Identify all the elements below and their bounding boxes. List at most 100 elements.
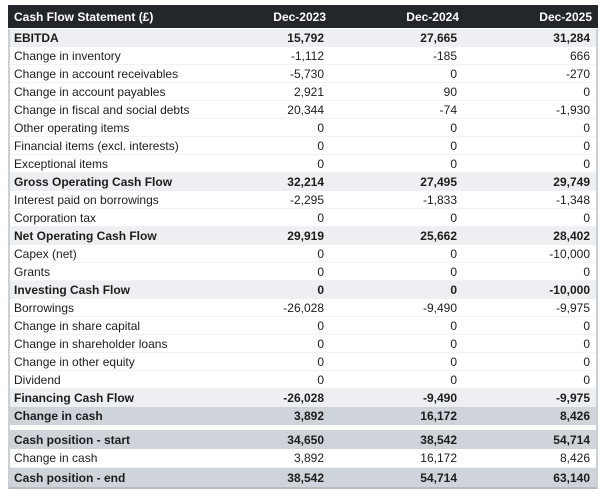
table-body: EBITDA 15,792 27,665 31,284 Change in invent… — [8, 29, 598, 489]
value-cell: 90 — [443, 84, 457, 99]
row-label-cell: Cash position - end — [14, 470, 126, 485]
value-cell: -10,000 — [549, 283, 590, 297]
value-cell: 0 — [450, 138, 457, 153]
column-header-dec-2023: Dec-2023 — [273, 9, 326, 24]
value-cell: 38,542 — [420, 432, 457, 447]
value-cell: 0 — [317, 120, 324, 135]
value-cell: -1,930 — [555, 102, 590, 117]
value-cell: 16,172 — [420, 451, 457, 465]
table-header-row: Cash Flow Statement (£) Dec-2023 Dec-202… — [8, 5, 598, 28]
row-label-cell: Borrowings — [14, 300, 75, 315]
column-header-dec-2025: Dec-2025 — [539, 9, 592, 24]
value-cell: 0 — [583, 156, 590, 171]
table-row: Cash position - start 34,650 38,542 54,714 — [10, 430, 596, 449]
table-row: Corporation tax 0 0 0 — [10, 209, 596, 227]
value-cell: 0 — [450, 283, 457, 297]
row-label-cell: Change in share capital — [14, 318, 141, 333]
value-cell: -9,975 — [555, 391, 590, 405]
value-cell: 3,892 — [293, 451, 324, 465]
value-cell: 0 — [450, 210, 457, 225]
value-cell: -9,490 — [422, 300, 457, 315]
value-cell: -5,730 — [289, 66, 324, 81]
value-cell: 54,714 — [553, 432, 590, 447]
table-row: Change in other equity 0 0 0 — [10, 353, 596, 371]
value-cell: -2,295 — [289, 192, 324, 207]
row-label-cell: Other operating items — [14, 120, 130, 135]
value-cell: 0 — [317, 283, 324, 297]
value-cell: 29,749 — [553, 175, 590, 189]
table-row: Change in inventory -1,112 -185 666 — [10, 47, 596, 65]
row-label-cell: Dividend — [14, 372, 61, 387]
value-cell: 20,344 — [287, 102, 324, 117]
table-row: Cash position - end 38,542 54,714 63,140 — [10, 468, 596, 487]
table-row: Other operating items 0 0 0 — [10, 119, 596, 137]
value-cell: 32,214 — [287, 175, 324, 189]
value-cell: 0 — [450, 372, 457, 387]
table-row: Change in share capital 0 0 0 — [10, 317, 596, 335]
table-row: Interest paid on borrowings -2,295 -1,833 -… — [10, 191, 596, 209]
row-label-cell: Net Operating Cash Flow — [14, 229, 157, 243]
row-label-cell: Exceptional items — [14, 156, 109, 171]
table-row: Change in account receivables -5,730 0 -270 — [10, 65, 596, 83]
value-cell: 0 — [317, 318, 324, 333]
value-cell: 0 — [583, 120, 590, 135]
value-cell: 0 — [583, 336, 590, 351]
value-cell: 0 — [317, 156, 324, 171]
value-cell: -26,028 — [283, 300, 324, 315]
value-cell: 0 — [583, 372, 590, 387]
table-row: Change in account payables 2,921 90 0 — [10, 83, 596, 101]
value-cell: 38,542 — [287, 470, 324, 485]
value-cell: 0 — [450, 120, 457, 135]
value-cell: -1,112 — [290, 48, 324, 63]
value-cell: 27,495 — [420, 175, 457, 189]
value-cell: 666 — [569, 48, 590, 63]
table-row: Borrowings -26,028 -9,490 -9,975 — [10, 299, 596, 317]
value-cell: 0 — [317, 264, 324, 279]
value-cell: -1,348 — [555, 192, 590, 207]
value-cell: -270 — [565, 66, 590, 81]
table-row: Change in shareholder loans 0 0 0 — [10, 335, 596, 353]
value-cell: 8,426 — [559, 451, 590, 465]
row-label-cell: Capex (net) — [14, 246, 77, 261]
row-label-cell: Change in shareholder loans — [14, 336, 168, 351]
column-header-dec-2024: Dec-2024 — [406, 9, 459, 24]
row-label-cell: Change in inventory — [14, 48, 121, 63]
table-title-cell: Cash Flow Statement (£) — [14, 9, 154, 24]
value-cell: 63,140 — [553, 470, 590, 485]
value-cell: 0 — [450, 264, 457, 279]
row-label-cell: Change in cash — [14, 409, 103, 423]
value-cell: 0 — [317, 246, 324, 261]
table-row: Change in cash 3,892 16,172 8,426 — [10, 407, 596, 425]
table-row: Capex (net) 0 0 -10,000 — [10, 245, 596, 263]
value-cell: 34,650 — [287, 432, 324, 447]
value-cell: -9,975 — [555, 300, 590, 315]
table-row: Investing Cash Flow 0 0 -10,000 — [10, 281, 596, 299]
value-cell: 16,172 — [420, 409, 457, 423]
row-label-cell: Corporation tax — [14, 210, 97, 225]
row-label-cell: Investing Cash Flow — [14, 283, 131, 297]
row-label-cell: Financing Cash Flow — [14, 391, 135, 405]
value-cell: 8,426 — [559, 409, 590, 423]
row-label-cell: Financial items (excl. interests) — [14, 138, 179, 153]
value-cell: 0 — [450, 246, 457, 261]
value-cell: 0 — [583, 318, 590, 333]
row-label-cell: Change in account receivables — [14, 66, 179, 81]
cash-flow-statement-table: Cash Flow Statement (£) Dec-2023 Dec-202… — [8, 5, 598, 489]
value-cell: -10,000 — [549, 246, 590, 261]
table-row: Financing Cash Flow -26,028 -9,490 -9,975 — [10, 389, 596, 407]
row-label-cell: Cash position - start — [14, 432, 131, 447]
value-cell: -9,490 — [422, 391, 457, 405]
value-cell: 31,284 — [553, 31, 590, 45]
value-cell: 3,892 — [293, 409, 324, 423]
table-row: Financial items (excl. interests) 0 0 0 — [10, 137, 596, 155]
value-cell: 0 — [583, 84, 590, 99]
value-cell: -185 — [432, 48, 457, 63]
value-cell: 0 — [317, 138, 324, 153]
value-cell: 15,792 — [287, 31, 324, 45]
value-cell: 0 — [317, 336, 324, 351]
value-cell: 54,714 — [420, 470, 457, 485]
row-label-cell: Change in cash — [14, 451, 98, 465]
value-cell: 25,662 — [420, 229, 457, 243]
value-cell: 0 — [583, 264, 590, 279]
value-cell: 0 — [450, 66, 457, 81]
